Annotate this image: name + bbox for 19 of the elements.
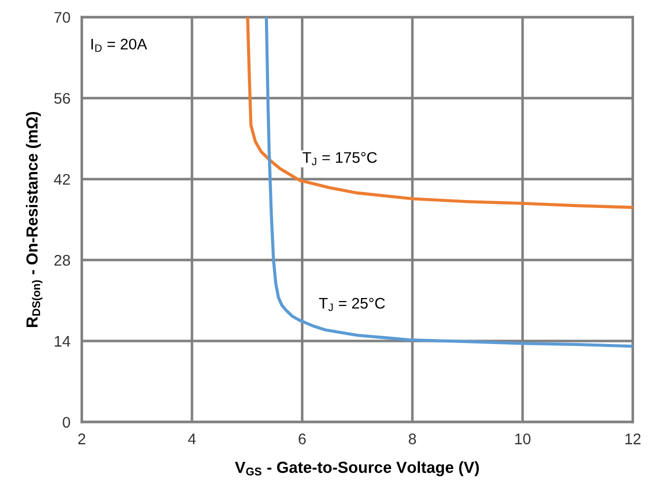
y-tick-label: 56 bbox=[54, 92, 70, 104]
x-tick-label: 6 bbox=[298, 434, 306, 444]
annotation: T$_{J}$ = 175°C bbox=[302, 152, 377, 166]
x-tick-label: 2 bbox=[78, 434, 86, 444]
x-tick-label: 10 bbox=[515, 434, 530, 444]
annotation: T$_{J}$ = 25°C bbox=[319, 298, 385, 312]
y-axis-title: R$_{DS(on)}$ - On-Resistance (mΩ) bbox=[26, 112, 42, 327]
y-tick-label: 28 bbox=[54, 254, 70, 266]
y-tick-label: 14 bbox=[54, 336, 70, 347]
x-tick-label: 8 bbox=[408, 434, 416, 444]
y-tick-label: 42 bbox=[54, 174, 70, 185]
line-series bbox=[264, 17, 633, 348]
y-tick-label: 0 bbox=[62, 416, 70, 428]
line-series bbox=[246, 17, 633, 209]
annotation: I$_{D}$ = 20A bbox=[91, 38, 148, 52]
y-tick-label: 70 bbox=[54, 12, 70, 23]
x-axis-title: V$_{GS}$ - Gate-to-Source Voltage (V) bbox=[234, 461, 479, 476]
x-tick-label: 12 bbox=[625, 434, 641, 444]
x-tick-label: 4 bbox=[188, 434, 196, 444]
